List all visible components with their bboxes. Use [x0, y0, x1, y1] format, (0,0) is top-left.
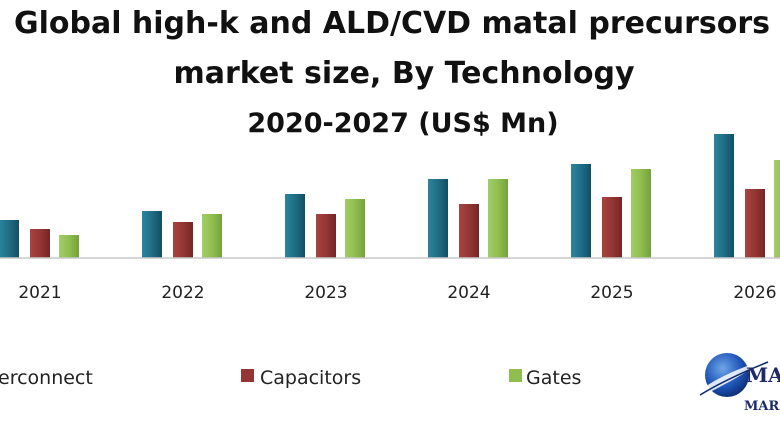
x-tick-label-2024: 2024 — [447, 283, 490, 303]
logo-text-top: MA — [746, 363, 780, 387]
x-tick-label-2026: 2026 — [733, 283, 776, 303]
chart-title-line2: market size, By Technology — [173, 56, 635, 91]
bar-interconnect-2021 — [0, 220, 19, 258]
x-tick-labels: 2021 2022 2023 2024 2025 2026 — [18, 283, 776, 303]
bar-gates-2024 — [488, 179, 508, 258]
legend-label-gates: Gates — [526, 367, 581, 389]
legend-swatch-gates — [509, 369, 522, 382]
legend: erconnect Capacitors Gates — [0, 367, 581, 389]
chart-subtitle: 2020-2027 (US$ Mn) — [247, 108, 558, 139]
bar-gates-2022 — [202, 214, 222, 258]
x-tick-label-2021: 2021 — [18, 283, 61, 303]
bar-capacitors-2025 — [602, 197, 622, 258]
bar-capacitors-2022 — [173, 222, 193, 258]
x-tick-label-2022: 2022 — [161, 283, 204, 303]
bar-interconnect-2023 — [285, 194, 305, 258]
legend-label-interconnect: erconnect — [0, 367, 93, 389]
bar-gates-2026 — [774, 160, 780, 258]
legend-label-capacitors: Capacitors — [260, 367, 361, 389]
globe-swoosh-outline — [699, 361, 769, 396]
x-tick-label-2023: 2023 — [304, 283, 347, 303]
bar-gates-2023 — [345, 199, 365, 258]
bar-group — [0, 134, 780, 258]
bar-interconnect-2022 — [142, 211, 162, 258]
bar-capacitors-2024 — [459, 204, 479, 258]
bar-interconnect-2026 — [714, 134, 734, 258]
logo-text-bottom: MARK — [744, 399, 780, 414]
bar-interconnect-2025 — [571, 164, 591, 258]
x-tick-label-2025: 2025 — [590, 283, 633, 303]
brand-logo: MA MARK — [697, 353, 780, 414]
legend-swatch-capacitors — [241, 369, 254, 382]
bar-gates-2021 — [59, 235, 79, 258]
bar-capacitors-2021 — [30, 229, 50, 258]
bar-capacitors-2026 — [745, 189, 765, 258]
bar-interconnect-2024 — [428, 179, 448, 258]
bar-gates-2025 — [631, 169, 651, 258]
bar-capacitors-2023 — [316, 214, 336, 258]
chart-title: Global high-k and ALD/CVD matal precurso… — [14, 6, 770, 41]
